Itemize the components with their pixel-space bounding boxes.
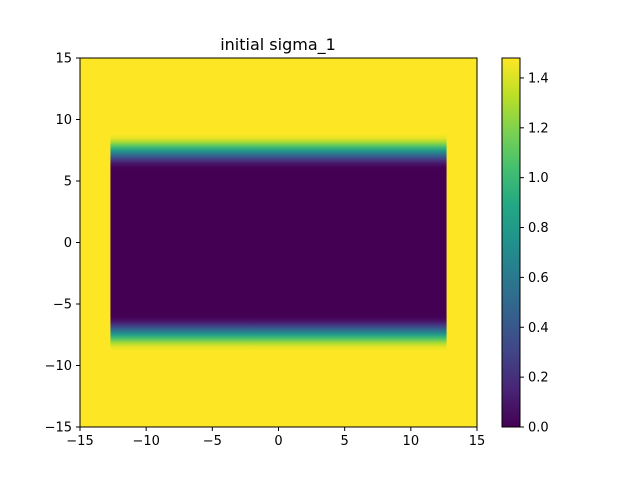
colorbar-tick-label: 1.4	[528, 71, 549, 86]
colorbar-tick-label: 0.8	[528, 221, 549, 236]
colorbar-tick-label: 1.0	[528, 171, 549, 186]
colorbar-axis: 0.0 0.2 0.4 0.6 0.8 1.0 1.2 1.4	[520, 71, 549, 436]
x-tick-label: −5	[203, 434, 222, 449]
x-axis: −15 −10 −5 0 5 10 15	[66, 427, 485, 449]
chart-title: initial sigma_1	[220, 35, 336, 55]
colorbar-tick-label: 0.4	[528, 321, 549, 336]
colorbar-fill	[502, 58, 520, 427]
y-tick-label: −5	[53, 298, 72, 313]
x-tick-label: 5	[341, 434, 349, 449]
colorbar-frame	[501, 57, 521, 428]
colorbar-tick-label: 1.2	[528, 121, 549, 136]
y-tick-label: −15	[45, 421, 72, 436]
x-tick-label: 15	[469, 434, 486, 449]
y-tick-label: −10	[45, 359, 72, 374]
y-tick-label: 15	[55, 52, 72, 67]
y-tick-label: 10	[55, 113, 72, 128]
y-tick-label: 0	[64, 236, 72, 251]
colorbar-tick-label: 0.6	[528, 271, 549, 286]
y-tick-label: 5	[64, 175, 72, 190]
colorbar-tick-label: 0.0	[528, 421, 549, 436]
plot-area: −15 −10 −5 0 5 10 15 −15 −10 −5 0 5 10 15	[45, 52, 486, 450]
x-tick-label: 0	[274, 434, 282, 449]
heatmap-band	[110, 117, 447, 368]
y-axis: −15 −10 −5 0 5 10 15	[45, 52, 80, 436]
colorbar: 0.0 0.2 0.4 0.6 0.8 1.0 1.2 1.4	[501, 57, 549, 436]
x-tick-label: 10	[403, 434, 420, 449]
colorbar-tick-label: 0.2	[528, 371, 549, 386]
x-tick-label: −15	[66, 434, 93, 449]
x-tick-label: −10	[132, 434, 159, 449]
